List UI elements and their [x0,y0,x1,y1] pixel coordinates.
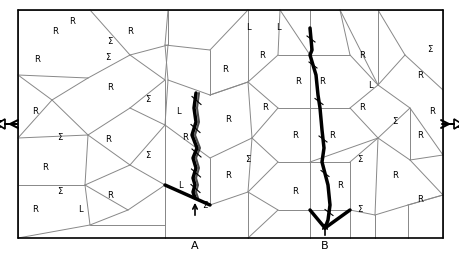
Text: R: R [259,50,265,59]
Text: R: R [295,78,301,87]
Text: R: R [69,17,75,26]
Text: Σ: Σ [246,155,251,164]
Text: R: R [429,107,435,116]
Text: Σ: Σ [202,200,207,210]
Text: R: R [225,171,231,180]
Text: R: R [392,171,398,180]
Text: L: L [246,23,250,32]
Text: R: R [417,130,423,139]
Text: R: R [337,181,343,190]
Text: R: R [34,55,40,64]
Text: Σ: Σ [57,134,62,143]
Text: R: R [292,187,298,196]
Text: R: R [105,135,111,144]
Text: R: R [262,103,268,112]
Text: L: L [176,107,180,116]
Text: R: R [222,65,228,74]
Text: Σ: Σ [57,187,62,196]
Text: R: R [359,103,365,112]
Text: R: R [417,70,423,79]
Text: σ: σ [456,117,459,130]
Text: R: R [32,205,38,214]
Text: σ: σ [458,117,459,131]
Text: Σ: Σ [358,205,363,214]
Text: A: A [191,241,199,251]
Text: L: L [78,205,82,214]
Text: R: R [182,134,188,143]
Text: R: R [329,130,335,139]
Text: R: R [52,27,58,36]
Text: Σ: Σ [146,96,151,105]
Text: R: R [225,116,231,125]
Text: L: L [178,181,182,190]
Text: R: R [107,83,113,92]
Text: R: R [417,196,423,205]
Text: Σ: Σ [427,45,433,54]
Text: R: R [359,50,365,59]
Text: Σ: Σ [106,54,111,63]
Text: B: B [321,241,329,251]
Text: R: R [319,78,325,87]
Text: R: R [32,107,38,116]
Text: σ: σ [0,117,1,131]
Text: R: R [107,191,113,200]
Text: R: R [292,130,298,139]
Text: Σ: Σ [392,117,397,126]
Text: L: L [276,23,280,32]
Text: R: R [42,163,48,172]
Text: L: L [368,81,372,89]
Text: Σ: Σ [146,150,151,159]
Text: σ: σ [0,117,3,130]
Text: R: R [127,27,133,36]
Text: Σ: Σ [107,37,112,46]
FancyArrow shape [0,119,17,129]
Text: Σ: Σ [358,155,363,164]
FancyArrow shape [442,119,459,129]
